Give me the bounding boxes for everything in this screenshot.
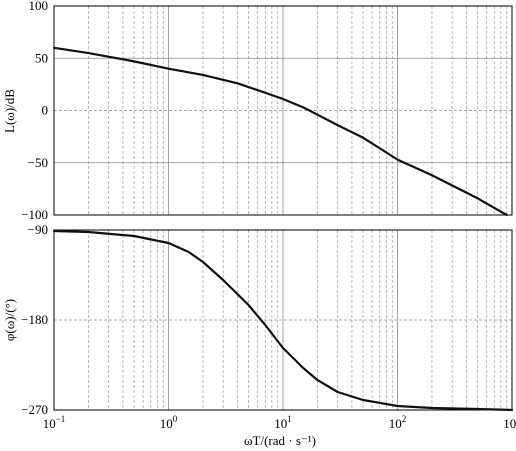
x-tick-label: 101 <box>274 414 292 431</box>
phase-y-axis-label: φ(ω)/(°) <box>2 299 17 341</box>
phase-curve <box>52 229 514 412</box>
magnitude-y-axis-label: L(ω)/dB <box>2 89 17 133</box>
magnitude-y-tick-label: 100 <box>29 0 49 13</box>
phase-y-tick-label: −180 <box>21 312 48 327</box>
magnitude-y-tick-label: −50 <box>28 155 48 170</box>
magnitude-y-tick-label: 0 <box>42 103 49 118</box>
magnitude-y-tick-label: −100 <box>21 207 48 222</box>
x-tick-exponent: −1 <box>56 414 66 424</box>
magnitude-y-tick-label: 50 <box>35 50 48 65</box>
phase-y-tick-label: −270 <box>21 402 48 417</box>
x-tick-label: 100 <box>160 414 178 431</box>
magnitude-curve <box>52 46 508 217</box>
magnitude-panel: 100 50 0 −50 −100 <box>21 0 513 222</box>
x-tick-exponent: 2 <box>402 414 407 424</box>
x-tick-label: 103 <box>503 414 516 431</box>
x-axis-label: ωT/(rad · s⁻¹) <box>244 433 316 448</box>
magnitude-plot-frame <box>53 5 513 216</box>
x-tick-label: 102 <box>389 414 407 431</box>
phase-y-tick-label: −90 <box>28 222 48 237</box>
x-tick-exponent: 0 <box>173 414 178 424</box>
x-tick-exponent: 1 <box>287 414 292 424</box>
phase-plot-frame <box>53 229 513 411</box>
x-tick-label: 10−1 <box>43 414 66 431</box>
